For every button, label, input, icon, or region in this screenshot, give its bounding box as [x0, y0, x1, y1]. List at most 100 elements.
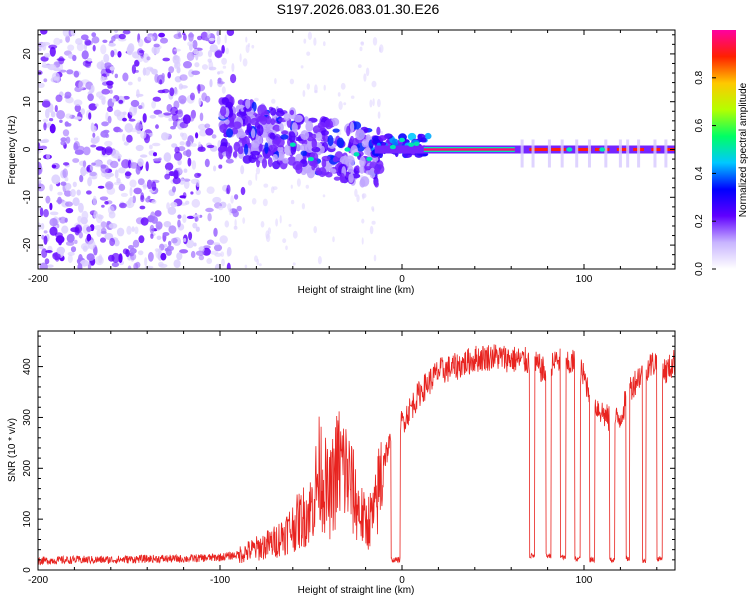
chart-title: S197.2026.083.01.30.E26 — [276, 1, 440, 17]
spectrogram-noise-blob — [162, 232, 170, 236]
spectrogram-noise-blob — [39, 139, 48, 143]
spectrogram-noise-blob — [179, 249, 189, 254]
spectrogram-noise-blob — [212, 196, 222, 204]
spectrogram-band-blob — [324, 165, 333, 172]
spectrogram-noise-blob — [39, 145, 48, 150]
spectrogram-noise-blob — [134, 226, 139, 235]
spectrogram-noise-blob — [144, 257, 148, 267]
spectrogram-noise-blob — [164, 173, 171, 180]
spectrogram-noise-blob — [244, 264, 248, 269]
spectrogram-noise-blob — [38, 183, 45, 192]
spectrogram-noise-blob — [39, 244, 44, 250]
spectrogram-x-axis-title: Height of straight line (km) — [298, 285, 415, 296]
spectrogram-band-blob — [359, 165, 365, 174]
spectrogram-noise-blob — [267, 227, 271, 235]
spectrogram-noise-blob — [307, 31, 312, 40]
spectrogram-noise-blob — [111, 98, 116, 103]
spectrogram-line-segment — [576, 148, 592, 151]
spectrogram-band-blob — [236, 111, 246, 118]
spectrogram-noise-blob — [126, 45, 134, 56]
spectrogram-noise-blob — [95, 255, 104, 266]
spectrogram-noise-blob — [166, 245, 174, 251]
spectrogram-noise-blob — [151, 45, 160, 55]
spectrogram-noise-blob — [289, 78, 295, 85]
spectrogram-noise-blob — [87, 93, 94, 102]
snr-x-axis-title: Height of straight line (km) — [298, 585, 415, 596]
spectrogram-noise-blob — [139, 205, 146, 210]
spectrogram-peak-blob — [289, 142, 296, 147]
spectrogram-noise-blob — [64, 190, 72, 197]
spectrogram-noise-blob — [207, 50, 213, 58]
spectrogram-noise-blob — [239, 53, 242, 63]
spectrogram-noise-blob — [372, 98, 375, 107]
spectrogram-noise-blob — [87, 177, 92, 187]
spectrogram-noise-blob — [194, 62, 200, 68]
spectrogram-noise-blob — [99, 196, 109, 201]
spectrogram-noise-blob — [65, 136, 71, 144]
spectrogram-noise-blob — [70, 246, 77, 253]
spectrogram-noise-blob — [74, 239, 78, 244]
spectrogram-noise-blob — [173, 170, 179, 180]
spectrogram-noise-blob — [183, 178, 191, 182]
spectrogram-noise-blob — [144, 265, 154, 269]
spectrogram-peak-blob — [599, 147, 606, 152]
spectrogram-noise-blob — [195, 189, 201, 196]
spectrogram-noise-blob — [59, 216, 67, 224]
spectrogram-noise-blob — [177, 219, 181, 228]
spectrogram-noise-blob — [146, 35, 155, 41]
spectrogram-noise-blob — [361, 218, 365, 224]
spectrogram-noise-blob — [195, 226, 200, 232]
y-tick-label: 0 — [22, 567, 33, 573]
spectrogram-noise-blob — [104, 140, 113, 147]
spectrogram-noise-blob — [214, 50, 223, 59]
spectrogram-noise-blob — [171, 143, 178, 148]
spectrogram-noise-blob — [361, 237, 364, 245]
spectrogram-noise-blob — [91, 36, 100, 44]
spectrogram-noise-blob — [63, 162, 70, 166]
spectrogram-noise-blob — [185, 200, 190, 205]
spectrogram-noise-blob — [130, 253, 137, 261]
spectrogram-noise-blob — [136, 89, 140, 99]
spectrogram-noise-blob — [166, 202, 171, 210]
spectrogram-noise-blob — [80, 34, 89, 41]
spectrogram-noise-blob — [186, 140, 191, 147]
spectrogram-noise-blob — [150, 233, 154, 239]
spectrogram-noise-blob — [258, 263, 262, 267]
spectrogram-noise-blob — [54, 105, 58, 113]
spectrogram-noise-blob — [234, 219, 237, 227]
spectrogram-noise-blob — [205, 128, 214, 136]
spectrogram-noise-blob — [44, 258, 50, 265]
spectrogram-noise-blob — [177, 159, 182, 166]
spectrogram-noise-blob — [45, 154, 51, 160]
spectrogram-noise-blob — [64, 217, 68, 223]
spectrogram-noise-blob — [292, 262, 296, 266]
spectrogram-noise-blob — [49, 118, 54, 122]
spectrogram-noise-blob — [128, 106, 138, 116]
spectrogram-band-blob — [277, 146, 284, 153]
spectrogram-band-blob — [237, 146, 244, 155]
spectrogram-band-blob — [359, 156, 366, 167]
spectrogram-noise-blob — [187, 157, 192, 167]
spectrogram-band-blob — [311, 163, 316, 171]
spectrogram-band-blob — [339, 172, 345, 184]
spectrogram-noise-blob — [107, 106, 113, 113]
x-tick-label: 0 — [399, 274, 405, 285]
spectrogram-noise-blob — [80, 216, 88, 225]
spectrogram-noise-blob — [126, 134, 133, 143]
spectrogram-noise-blob — [129, 197, 134, 202]
spectrogram-noise-blob — [104, 201, 109, 205]
spectrogram-noise-blob — [120, 192, 128, 197]
spectrogram-noise-blob — [226, 249, 231, 257]
spectrogram-noise-blob — [288, 223, 292, 227]
spectrogram-noise-blob — [94, 225, 103, 231]
spectrogram-noise-blob — [190, 250, 196, 259]
spectrogram-noise-blob — [151, 68, 158, 75]
spectrogram-band-blob — [361, 139, 369, 148]
colorbar-ticks: 0.0 0.2 0.4 0.6 0.8 — [694, 70, 716, 276]
spectrogram-noise-blob — [116, 227, 125, 237]
spectrogram-noise-blob — [51, 164, 57, 169]
x-tick-label: -100 — [210, 274, 230, 285]
spectrogram-band-blob — [280, 134, 289, 140]
spectrogram-noise-blob — [204, 123, 211, 129]
